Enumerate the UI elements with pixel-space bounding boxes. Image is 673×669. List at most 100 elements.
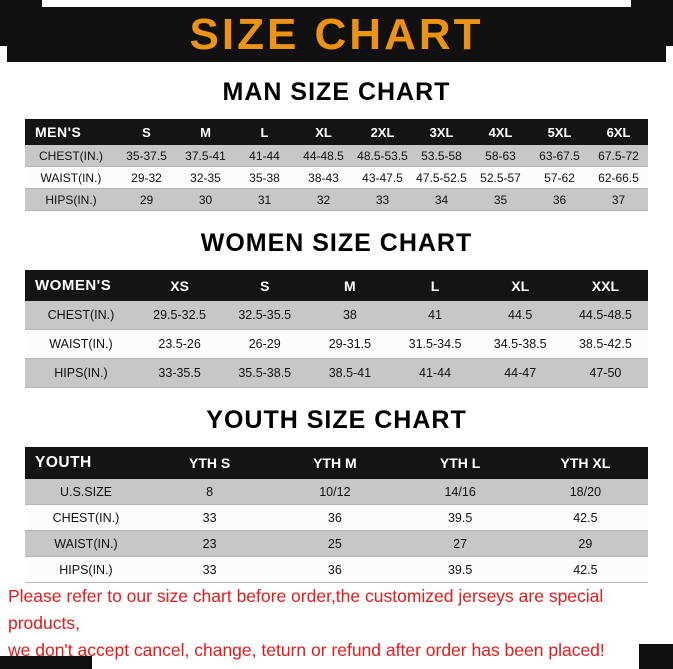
table-row: WAIST(IN.) 29-32 32-35 35-38 38-43 43-47.5 47.… — [25, 166, 648, 189]
table-cell: 38.5-41 — [307, 358, 393, 388]
table-cell: 35-38 — [235, 166, 294, 189]
table-cell: 38-43 — [294, 166, 353, 189]
table-cell: 23 — [147, 530, 273, 557]
table-header: MEN'S S M L XL 2XL 3XL 4XL 5XL 6XL — [25, 119, 648, 145]
table-cell: 41-44 — [392, 358, 478, 388]
table-body: CHEST(IN.) 35-37.5 37.5-41 41-44 44-48.5 48.5… — [25, 145, 648, 211]
table-cell: 14/16 — [397, 479, 523, 505]
table-cell: 29 — [117, 188, 176, 211]
column-header: S — [117, 119, 176, 145]
table-row: U.S.SIZE 8 10/12 14/16 18/20 — [25, 479, 648, 505]
table-cell: 58-63 — [471, 145, 530, 167]
size-table: WOMEN'S XS S M L XL XXL CHEST(IN.) 29.5-32.5 32.5… — [25, 270, 648, 388]
footer-line-1: Please refer to our size chart before or… — [8, 585, 604, 633]
table-cell: 36 — [272, 556, 398, 583]
table-cell: 52.5-57 — [471, 166, 530, 189]
row-label: HIPS(IN.) — [25, 188, 117, 211]
column-header: XXL — [562, 270, 648, 301]
table-cell: 57-62 — [530, 166, 589, 189]
table-header-row: MEN'S S M L XL 2XL 3XL 4XL 5XL 6XL — [25, 119, 648, 145]
row-label: CHEST(IN.) — [25, 504, 147, 531]
row-label: CHEST(IN.) — [25, 301, 137, 330]
footer-note: Please refer to our size chart before or… — [8, 583, 665, 664]
column-header: YOUTH — [25, 447, 147, 479]
table-cell: 29.5-32.5 — [137, 301, 223, 330]
table-cell: 25 — [272, 530, 398, 557]
table-cell: 26-29 — [222, 329, 308, 359]
table-cell: 30 — [176, 188, 235, 211]
column-header: MEN'S — [25, 119, 117, 145]
table-header: WOMEN'S XS S M L XL XXL — [25, 270, 648, 301]
table-cell: 29-32 — [117, 166, 176, 189]
table-cell: 62-66.5 — [589, 166, 648, 189]
table-cell: 34.5-38.5 — [477, 329, 563, 359]
table-cell: 38.5-42.5 — [562, 329, 648, 359]
table-row: WAIST(IN.) 23.5-26 26-29 29-31.5 31.5-34.5 34… — [25, 329, 648, 359]
table-cell: 32.5-35.5 — [222, 301, 308, 330]
size-table: YOUTH YTH S YTH M YTH L YTH XL U.S.SIZE 8 10/12… — [25, 447, 648, 583]
table-cell: 47-50 — [562, 358, 648, 388]
table-header: YOUTH YTH S YTH M YTH L YTH XL — [25, 447, 648, 479]
column-header: WOMEN'S — [25, 270, 137, 301]
table-row: HIPS(IN.) 29 30 31 32 33 34 35 36 37 — [25, 188, 648, 211]
table-header-row: YOUTH YTH S YTH M YTH L YTH XL — [25, 447, 648, 479]
table-body: U.S.SIZE 8 10/12 14/16 18/20 CHEST(IN.) 33 36 39… — [25, 479, 648, 583]
table-cell: 35 — [471, 188, 530, 211]
table-cell: 23.5-26 — [137, 329, 223, 359]
column-header: YTH M — [272, 447, 398, 479]
corner-mark-bottom-right — [639, 644, 673, 669]
row-label: HIPS(IN.) — [25, 358, 137, 388]
table-cell: 33 — [147, 556, 273, 583]
table-cell: 43-47.5 — [353, 166, 412, 189]
title-banner: SIZE CHART — [7, 7, 666, 62]
table-cell: 32-35 — [176, 166, 235, 189]
table-cell: 44.5-48.5 — [562, 301, 648, 330]
table-cell: 32 — [294, 188, 353, 211]
table-cell: 44-48.5 — [294, 145, 353, 167]
table-cell: 48.5-53.5 — [353, 145, 412, 167]
table-row: CHEST(IN.) 29.5-32.5 32.5-35.5 38 41 44.5 44.5… — [25, 301, 648, 330]
column-header: YTH L — [397, 447, 523, 479]
row-label: WAIST(IN.) — [25, 166, 117, 189]
column-header: XL — [294, 119, 353, 145]
row-label: WAIST(IN.) — [25, 329, 137, 359]
column-header: 2XL — [353, 119, 412, 145]
column-header: 4XL — [471, 119, 530, 145]
table-cell: 35.5-38.5 — [222, 358, 308, 388]
table-cell: 41 — [392, 301, 478, 330]
row-label: WAIST(IN.) — [25, 530, 147, 557]
table-cell: 41-44 — [235, 145, 294, 167]
table-cell: 53.5-58 — [412, 145, 471, 167]
table-cell: 18/20 — [522, 479, 648, 505]
table-cell: 29-31.5 — [307, 329, 393, 359]
column-header: 5XL — [530, 119, 589, 145]
column-header: 6XL — [589, 119, 648, 145]
table-header-row: WOMEN'S XS S M L XL XXL — [25, 270, 648, 301]
table-cell: 37 — [589, 188, 648, 211]
table-cell: 35-37.5 — [117, 145, 176, 167]
table-row: CHEST(IN.) 33 36 39.5 42.5 — [25, 504, 648, 531]
row-label: U.S.SIZE — [25, 479, 147, 505]
table-cell: 8 — [147, 479, 273, 505]
column-header: XS — [137, 270, 223, 301]
table-cell: 36 — [272, 504, 398, 531]
table-cell: 29 — [522, 530, 648, 557]
column-header: 3XL — [412, 119, 471, 145]
table-body: CHEST(IN.) 29.5-32.5 32.5-35.5 38 41 44.5 44.5… — [25, 301, 648, 388]
table-cell: 33-35.5 — [137, 358, 223, 388]
row-label: CHEST(IN.) — [25, 145, 117, 167]
table-row: WAIST(IN.) 23 25 27 29 — [25, 530, 648, 557]
table-cell: 31 — [235, 188, 294, 211]
table-cell: 33 — [353, 188, 412, 211]
table-cell: 63-67.5 — [530, 145, 589, 167]
column-header: XL — [477, 270, 563, 301]
column-header: L — [235, 119, 294, 145]
table-cell: 36 — [530, 188, 589, 211]
section-heading: YOUTH SIZE CHART — [206, 406, 467, 434]
table-row: HIPS(IN.) 33 36 39.5 42.5 — [25, 556, 648, 583]
footer-line-2: we don't accept cancel, change, teturn o… — [8, 639, 605, 660]
row-label: HIPS(IN.) — [25, 556, 147, 583]
table-cell: 44.5 — [477, 301, 563, 330]
column-header: YTH XL — [522, 447, 648, 479]
